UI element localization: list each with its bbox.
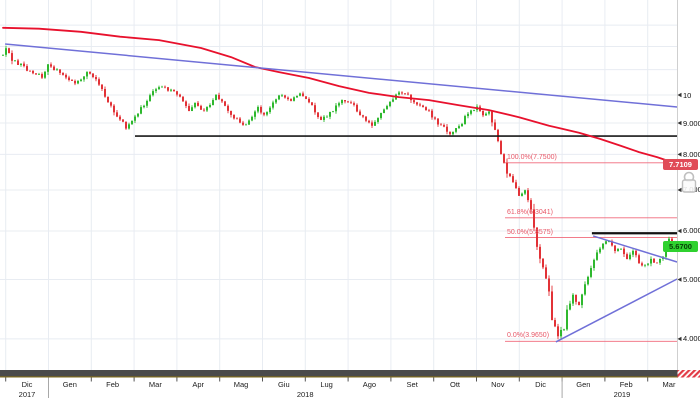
- wedge-descending-line[interactable]: [592, 235, 678, 263]
- year-separators: [48, 377, 563, 398]
- axis-corner-hatch: [677, 370, 700, 378]
- moving-average-line[interactable]: [2, 26, 678, 165]
- x-axis-band-accent: [0, 376, 678, 378]
- gridlines: [0, 0, 678, 370]
- month-ticks: [5, 377, 649, 382]
- long-term-descending-line[interactable]: [5, 43, 678, 108]
- wedge-ascending-line[interactable]: [555, 278, 678, 343]
- last-price-badge: 5.6700: [663, 240, 698, 252]
- tick-arrows: [677, 92, 682, 342]
- indicator-price-badge: 7.7109: [663, 158, 698, 170]
- x-axis-scroll-band[interactable]: [0, 370, 678, 378]
- price-axis-lock-icon[interactable]: [680, 169, 700, 197]
- candlesticks: [2, 45, 676, 340]
